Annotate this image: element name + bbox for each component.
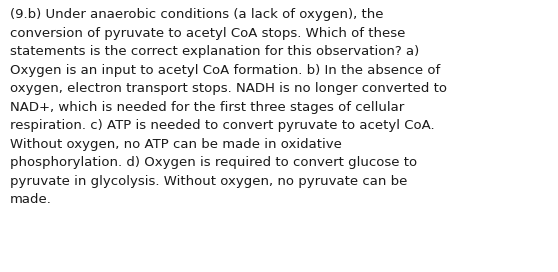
Text: (9.b) Under anaerobic conditions (a lack of oxygen), the
conversion of pyruvate : (9.b) Under anaerobic conditions (a lack… <box>10 8 447 206</box>
